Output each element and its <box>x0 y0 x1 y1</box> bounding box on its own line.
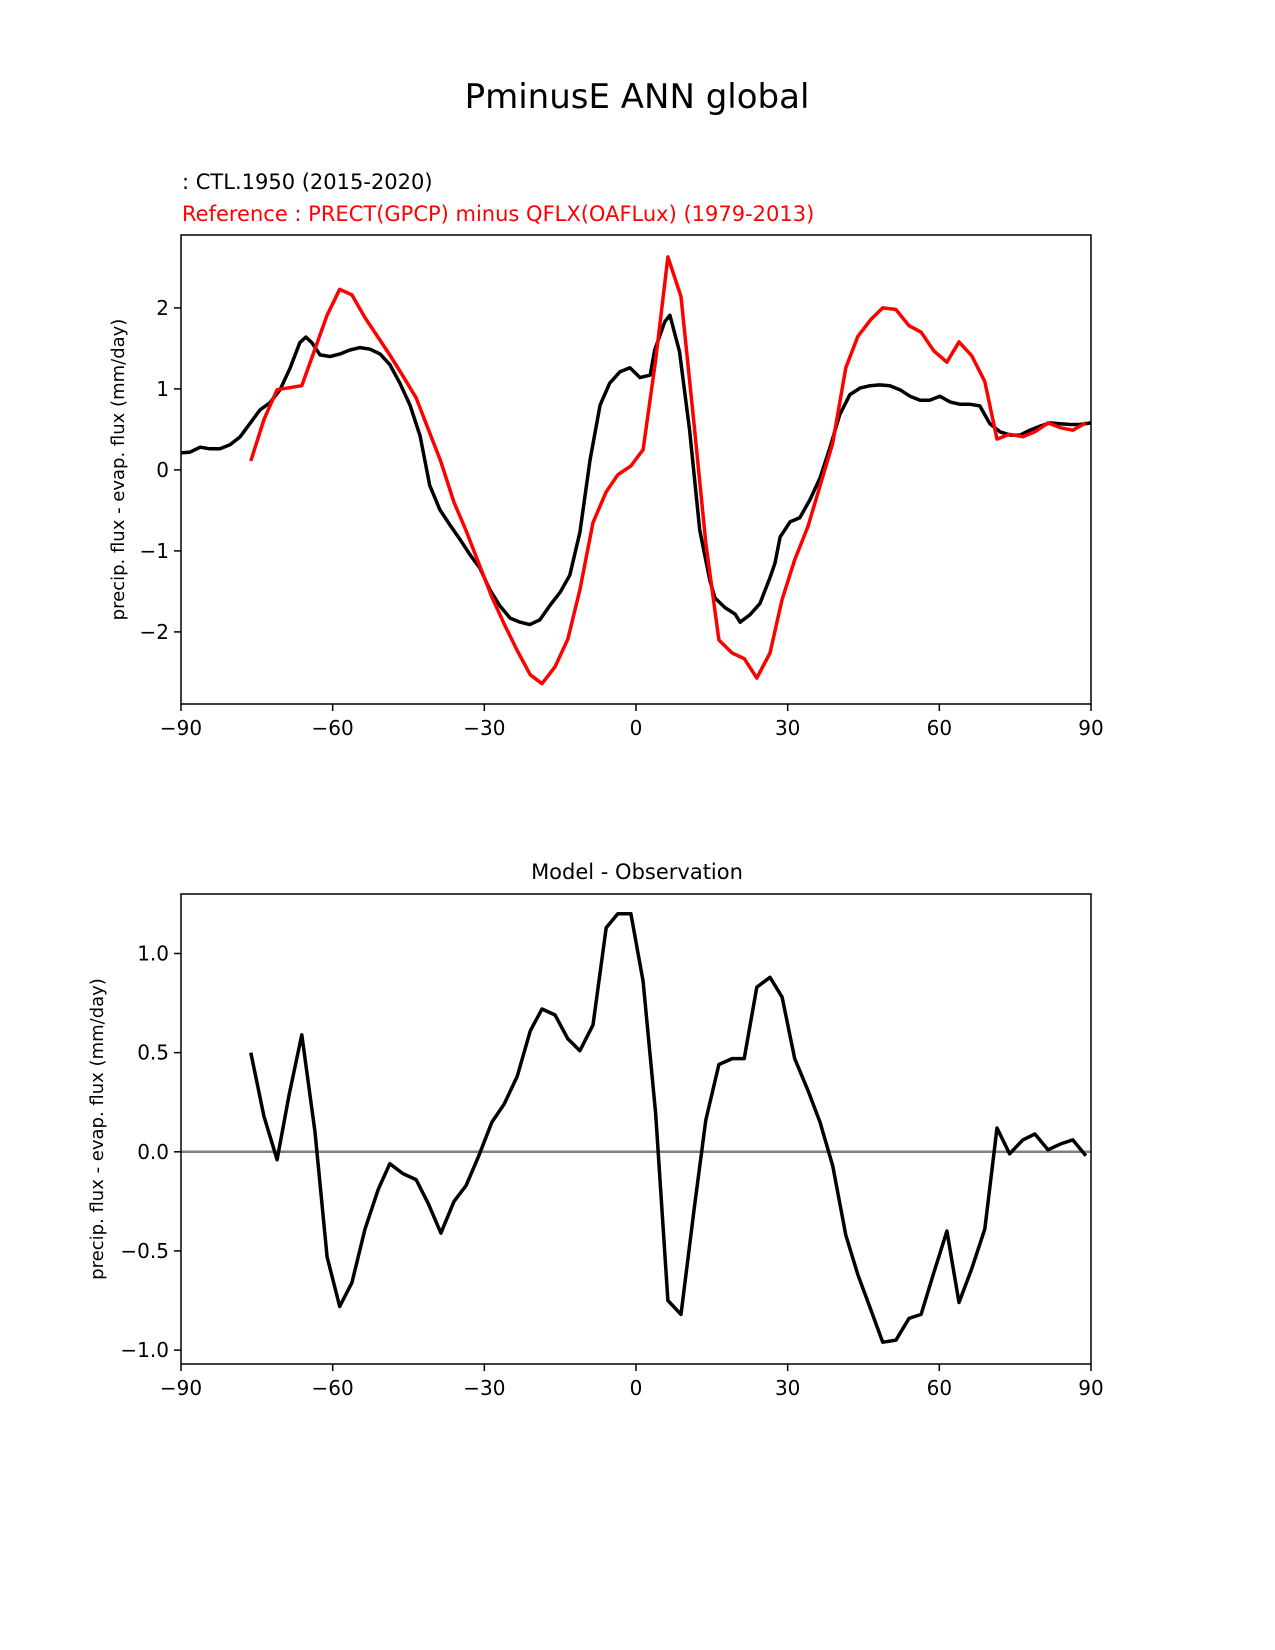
x-tick-label: 30 <box>775 716 800 740</box>
series-line-reference <box>249 255 1087 686</box>
x-tick-label: 60 <box>927 716 952 740</box>
y-axis-label: precip. flux - evap. flux (mm/day) <box>108 319 129 621</box>
axes-frame <box>180 893 1092 1365</box>
y-tick-label: −1 <box>140 539 169 563</box>
y-tick-label: 0.5 <box>137 1041 169 1065</box>
x-tick-label: 0 <box>630 1376 643 1400</box>
x-tick-label: 90 <box>1078 1376 1103 1400</box>
x-tick-label: 0 <box>630 716 643 740</box>
y-tick-label: −0.5 <box>120 1239 169 1263</box>
reference-label: Reference : PRECT(GPCP) minus QFLX(OAFLu… <box>182 202 814 226</box>
x-tick-label: 30 <box>775 1376 800 1400</box>
figure-title: PminusE ANN global <box>465 77 810 117</box>
y-tick-label: −1.0 <box>120 1338 169 1362</box>
x-tick-label: 60 <box>927 1376 952 1400</box>
diff-plot-title: Model - Observation <box>531 860 743 884</box>
y-tick-label: 1.0 <box>137 941 169 965</box>
top-plot: −90 −60 −30 0 30 60 90 −2 −1 0 1 2 precip. flux - ev… <box>108 234 1104 740</box>
x-tick-label: −60 <box>312 716 354 740</box>
x-tick-label: −30 <box>463 1376 505 1400</box>
difference-plot: −90 −60 −30 0 30 60 90 −1.0 −0.5 0.0 0.5 1.0 precip.… <box>87 893 1104 1400</box>
y-tick-label: 0 <box>156 458 169 482</box>
series-line-test <box>180 313 1092 627</box>
y-tick-label: 2 <box>156 296 169 320</box>
x-tick-label: −90 <box>160 716 202 740</box>
x-tick-label: −60 <box>312 1376 354 1400</box>
series-line-difference <box>249 912 1088 1344</box>
y-tick-label: 1 <box>156 377 169 401</box>
x-tick-label: −90 <box>160 1376 202 1400</box>
y-tick-label: −2 <box>140 620 169 644</box>
y-tick-label: 0.0 <box>137 1140 169 1164</box>
test-label: : CTL.1950 (2015-2020) <box>182 170 433 194</box>
axes-frame <box>180 234 1092 705</box>
y-axis-label: precip. flux - evap. flux (mm/day) <box>87 978 108 1280</box>
x-tick-label: −30 <box>463 716 505 740</box>
x-tick-label: 90 <box>1078 716 1103 740</box>
